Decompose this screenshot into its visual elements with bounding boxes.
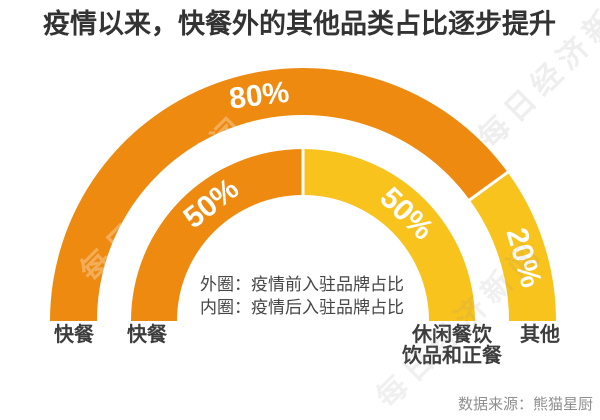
legend-inner-ring: 内圈：疫情后入驻品牌占比	[200, 298, 404, 317]
category-label-其他: 其他	[520, 322, 560, 346]
category-label-休闲餐饮饮品和正餐: 休闲餐饮饮品和正餐	[401, 322, 503, 367]
category-label-快餐: 快餐	[127, 322, 168, 346]
segment-inner-快餐	[131, 149, 303, 321]
chart-title: 疫情以来，快餐外的其他品类占比逐步提升	[43, 9, 556, 39]
segment-value-label-outer-快餐: 80%	[227, 76, 291, 116]
segment-separator	[467, 170, 510, 202]
ring-legend: 外圈：疫情前入驻品牌占比 内圈：疫情后入驻品牌占比	[200, 273, 404, 319]
segment-outer-其他	[469, 172, 556, 321]
category-label-快餐: 快餐	[54, 322, 95, 346]
data-source: 数据来源：熊猫星厨	[457, 396, 593, 413]
legend-outer-ring: 外圈：疫情前入驻品牌占比	[200, 275, 404, 294]
segment-inner-休闲餐饮饮品和正餐	[303, 149, 475, 321]
segment-outer-快餐	[50, 68, 508, 322]
